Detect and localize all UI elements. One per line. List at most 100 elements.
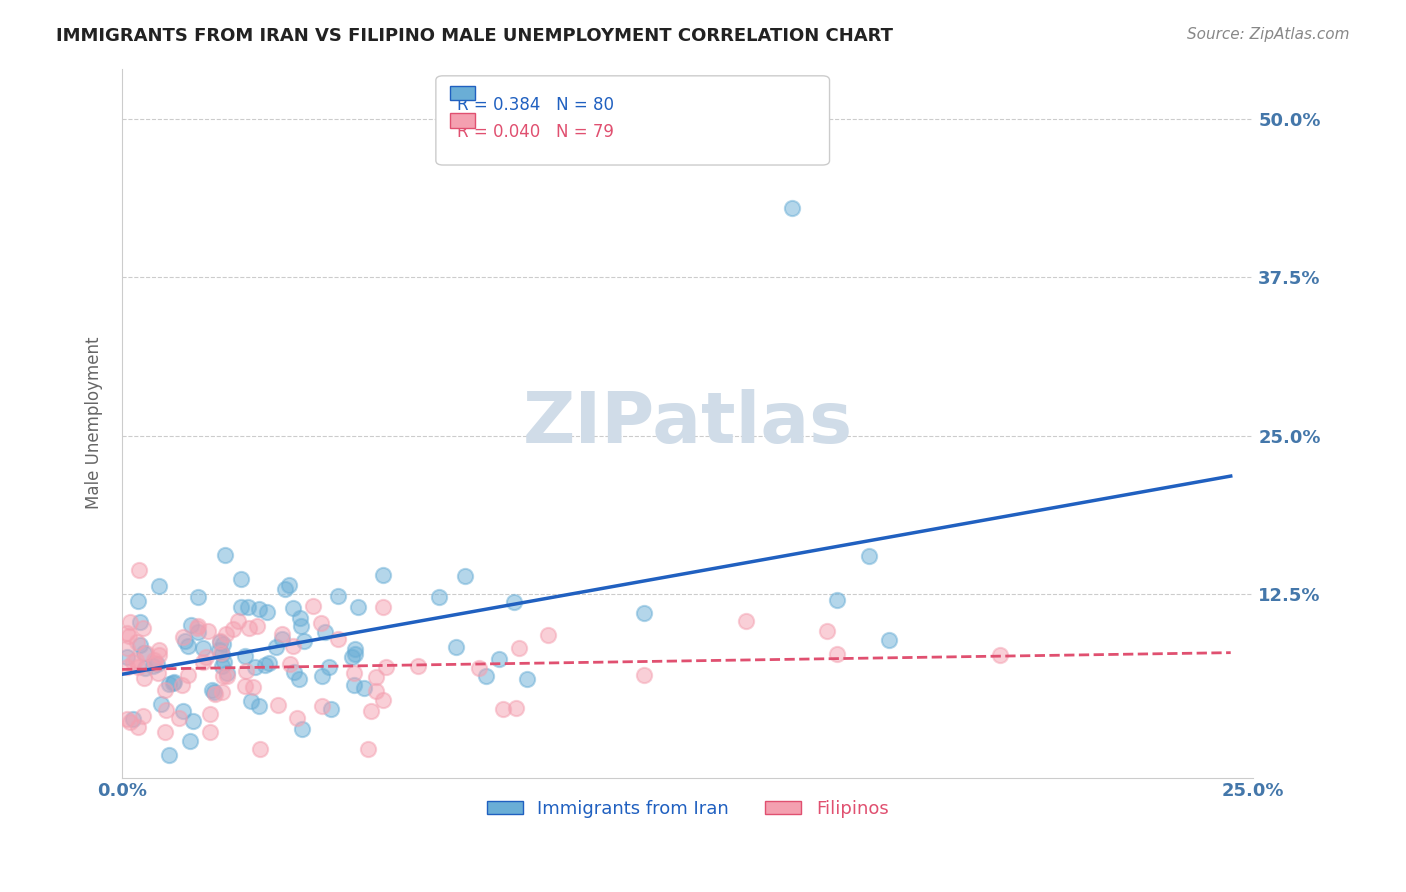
Point [209, 647, 232, 661]
Point [988, 648, 1011, 662]
Point [198, 725, 221, 739]
Point [155, 703, 177, 717]
Point [202, 685, 225, 699]
Point [281, 601, 304, 615]
Point [153, 683, 176, 698]
Point [858, 549, 880, 563]
Point [215, 627, 238, 641]
Point [503, 595, 526, 609]
Point [187, 591, 209, 605]
Point [343, 665, 366, 680]
Point [157, 677, 180, 691]
Point [181, 714, 204, 728]
Point [406, 658, 429, 673]
Point [347, 600, 370, 615]
Point [249, 699, 271, 714]
Point [231, 572, 253, 586]
Point [162, 676, 184, 690]
Point [115, 626, 138, 640]
Point [283, 665, 305, 680]
Point [825, 593, 848, 607]
Point [135, 646, 157, 660]
Point [364, 670, 387, 684]
Text: R = 0.040   N = 79: R = 0.040 N = 79 [457, 123, 614, 141]
Point [373, 567, 395, 582]
Point [191, 655, 214, 669]
Point [186, 619, 208, 633]
Point [115, 660, 138, 674]
Point [264, 640, 287, 655]
Point [267, 698, 290, 712]
Point [508, 641, 530, 656]
Point [127, 720, 149, 734]
Point [516, 672, 538, 686]
Point [115, 640, 138, 655]
Point [128, 638, 150, 652]
Point [211, 647, 233, 661]
Point [157, 748, 180, 763]
Point [373, 693, 395, 707]
Point [318, 660, 340, 674]
Point [229, 600, 252, 615]
Point [134, 646, 156, 660]
Point [197, 624, 219, 638]
Point [343, 677, 366, 691]
Point [193, 641, 215, 656]
Point [146, 657, 169, 672]
Point [174, 633, 197, 648]
Point [271, 626, 294, 640]
Point [825, 647, 848, 661]
Point [301, 599, 323, 613]
Point [360, 704, 382, 718]
Point [633, 668, 655, 682]
Point [780, 201, 803, 215]
Point [288, 672, 311, 686]
Point [211, 685, 233, 699]
Point [148, 643, 170, 657]
Point [172, 631, 194, 645]
Point [326, 589, 349, 603]
Legend: Immigrants from Iran, Filipinos: Immigrants from Iran, Filipinos [479, 793, 896, 825]
Point [180, 617, 202, 632]
Text: R = 0.384   N = 80: R = 0.384 N = 80 [457, 96, 614, 114]
Point [488, 651, 510, 665]
Point [505, 701, 527, 715]
Point [122, 655, 145, 669]
Point [214, 548, 236, 562]
Point [292, 634, 315, 648]
Point [115, 712, 138, 726]
Point [247, 601, 270, 615]
Point [240, 694, 263, 708]
Point [319, 702, 342, 716]
Point [150, 697, 173, 711]
Point [148, 648, 170, 662]
Point [128, 563, 150, 577]
Point [134, 661, 156, 675]
Point [208, 643, 231, 657]
Point [195, 649, 218, 664]
Point [309, 615, 332, 630]
Text: ZIPatlas: ZIPatlas [523, 389, 853, 458]
Point [311, 669, 333, 683]
Point [285, 711, 308, 725]
Point [179, 734, 201, 748]
Point [146, 666, 169, 681]
Point [143, 656, 166, 670]
Point [118, 615, 141, 629]
Point [122, 712, 145, 726]
Point [132, 671, 155, 685]
Point [357, 742, 380, 756]
Point [221, 623, 243, 637]
Point [353, 681, 375, 695]
Text: Source: ZipAtlas.com: Source: ZipAtlas.com [1187, 27, 1350, 42]
Point [177, 668, 200, 682]
Point [291, 722, 314, 736]
Point [364, 684, 387, 698]
Point [454, 569, 477, 583]
Point [176, 639, 198, 653]
Point [288, 611, 311, 625]
Point [124, 653, 146, 667]
Point [233, 648, 256, 663]
Point [167, 711, 190, 725]
Point [153, 725, 176, 739]
